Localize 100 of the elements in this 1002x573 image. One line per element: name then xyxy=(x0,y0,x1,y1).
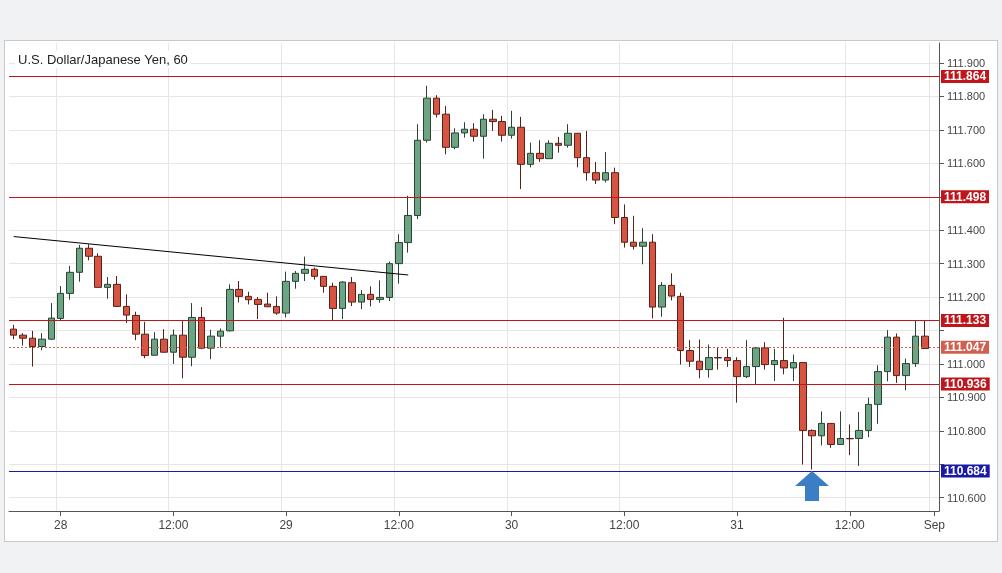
candlestick xyxy=(19,332,27,347)
candlestick xyxy=(743,339,750,379)
candlestick xyxy=(837,410,844,445)
candlestick xyxy=(555,136,562,154)
candlestick xyxy=(855,411,863,467)
x-tick-label: 31 xyxy=(730,518,745,532)
candlestick xyxy=(348,276,356,307)
candlestick xyxy=(517,116,525,190)
candlestick xyxy=(874,364,882,425)
candlestick xyxy=(790,354,797,382)
candlestick xyxy=(57,285,64,322)
candlestick xyxy=(602,151,609,183)
candlestick xyxy=(733,356,741,404)
x-tick-label: 30 xyxy=(504,518,519,532)
ref-line-label: 110.684 xyxy=(944,463,988,478)
y-tick-label: 110.800 xyxy=(947,424,986,437)
candlestick xyxy=(104,276,111,300)
candlestick xyxy=(320,275,327,294)
candlestick xyxy=(367,285,374,307)
candlestick xyxy=(207,329,215,360)
candlestick xyxy=(38,332,46,351)
candlestick xyxy=(527,142,534,168)
ref-line-label: 111.133 xyxy=(944,313,987,328)
y-tick-label: 111.800 xyxy=(947,90,986,103)
candlestick xyxy=(292,270,299,290)
x-tick-label: Sep xyxy=(923,518,946,532)
y-tick-label: 111.200 xyxy=(947,291,986,304)
y-tick-label: 110.900 xyxy=(947,391,986,404)
y-tick-label: 111.000 xyxy=(947,357,986,370)
candlestick xyxy=(677,292,684,366)
x-tick-label: 28 xyxy=(53,518,68,532)
candlestick xyxy=(752,346,760,386)
candlestick xyxy=(621,203,628,249)
y-tick-label: 111.400 xyxy=(947,224,986,237)
candlestick xyxy=(912,319,919,368)
candlestick xyxy=(451,127,459,150)
candlestick xyxy=(123,293,130,324)
candlestick xyxy=(611,167,619,225)
candlestick xyxy=(188,302,196,367)
candlestick xyxy=(329,282,337,322)
x-tick-label: 12:00 xyxy=(609,518,640,532)
candlestick xyxy=(470,122,478,143)
candlestick xyxy=(376,279,384,304)
candlestick xyxy=(630,215,637,251)
candlestick xyxy=(358,289,365,310)
candlestick xyxy=(902,358,910,391)
candlestick xyxy=(658,281,666,318)
candlestick xyxy=(846,423,854,456)
candlestick xyxy=(179,320,187,379)
candlestick xyxy=(827,422,835,449)
candlestick xyxy=(433,94,440,119)
candlestick xyxy=(714,346,722,371)
candlestick xyxy=(217,327,224,349)
candlestick xyxy=(442,105,450,155)
candlestick xyxy=(686,339,694,368)
candlestick xyxy=(536,139,544,163)
x-tick-label: 12:00 xyxy=(158,518,189,532)
candlestick xyxy=(151,331,158,357)
candlestick xyxy=(414,123,421,220)
ref-line-label: 111.047 xyxy=(944,340,987,355)
candlestick xyxy=(583,130,590,182)
candlestick xyxy=(170,328,177,365)
candlestick xyxy=(10,324,17,340)
candlestick xyxy=(160,328,168,354)
candlestick xyxy=(921,319,929,350)
candlestick xyxy=(480,113,487,160)
candlestick xyxy=(649,233,656,319)
candlestick xyxy=(884,329,891,382)
candlestick xyxy=(574,132,581,168)
candlestick xyxy=(386,261,393,302)
y-tick-label: 111.900 xyxy=(947,57,986,70)
candlestick xyxy=(639,227,647,265)
candlestick xyxy=(545,139,553,160)
candlestick xyxy=(311,267,318,281)
y-tick-label: 111.600 xyxy=(947,157,986,170)
candlestick xyxy=(564,123,572,149)
candlestick xyxy=(893,332,900,384)
candlestick xyxy=(705,344,713,379)
candlestick xyxy=(592,161,600,185)
candlestick xyxy=(301,256,309,282)
candlestick xyxy=(273,295,280,316)
candlestick xyxy=(771,348,778,382)
candlestick xyxy=(423,85,431,144)
y-tick-label: 111.300 xyxy=(947,257,986,270)
candlestick xyxy=(508,110,515,140)
candlestick xyxy=(113,275,121,308)
candlestick xyxy=(254,296,262,320)
text: U.S. Dollar/Japanese Yen, 60 xyxy=(18,52,188,67)
candlestick xyxy=(282,271,290,318)
ref-line-label: 111.498 xyxy=(944,189,987,204)
x-tick-label: 12:00 xyxy=(383,518,415,532)
candlestick xyxy=(724,348,731,368)
ref-line-label: 111.864 xyxy=(944,69,987,84)
candlestick xyxy=(264,292,271,308)
x-tick-label: 12:00 xyxy=(834,518,866,532)
candlestick xyxy=(696,339,703,379)
candlestick xyxy=(66,265,74,301)
x-tick-label: 29 xyxy=(279,518,294,532)
ref-line-label: 110.936 xyxy=(944,376,988,391)
candlestick xyxy=(48,302,55,341)
